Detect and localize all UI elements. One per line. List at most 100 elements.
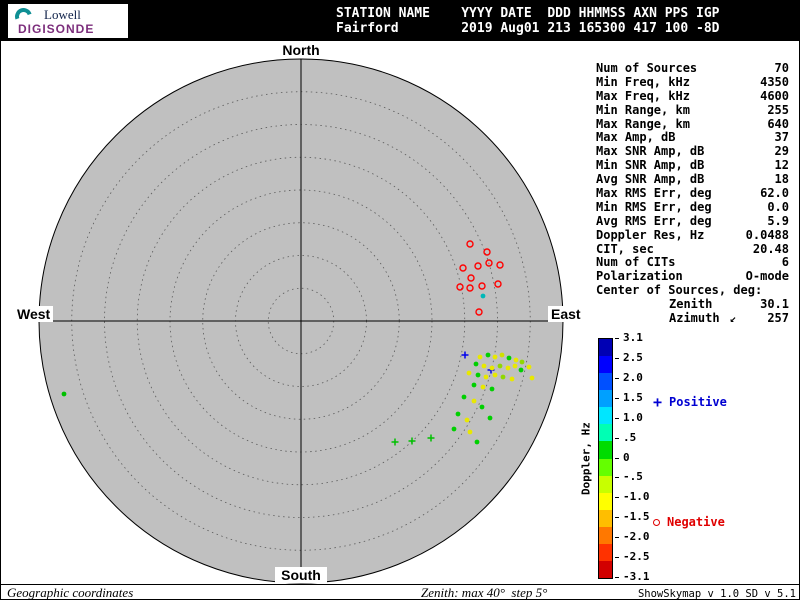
colorbar-tick: [615, 397, 619, 399]
colorbar-ticks: 3.1 2.5 2.0 1.5 1.0 .5 0 -.5 -1.0 -1.5 -2.0 -2.5 -3.…: [613, 332, 683, 583]
source-ring: [466, 240, 474, 248]
stat-value: 0.0488: [745, 227, 789, 242]
source-dot: [529, 375, 535, 381]
logo-lowell-text: Lowell: [44, 7, 81, 22]
legend-negative: Negative: [653, 515, 725, 529]
stat-label: Min RMS Err, deg: [596, 199, 712, 214]
source-dot: [489, 365, 495, 371]
stat-row: Min Range, km 255: [596, 102, 789, 118]
stat-value: 255: [767, 102, 789, 117]
stat-value: 640: [767, 116, 789, 131]
source-dot: [474, 439, 480, 445]
coordinates-mode-label: Geographic coordinates: [7, 585, 134, 600]
stat-label: Num of CITs: [596, 255, 676, 270]
legend-negative-label: Negative: [667, 515, 725, 529]
source-dot: [480, 293, 486, 299]
source-dot: [487, 415, 493, 421]
colorbar-tick: [615, 437, 619, 439]
stat-row: Num of CITs 6: [596, 256, 789, 270]
compass-north-label: North: [282, 42, 320, 58]
stat-label: Num of Sources: [596, 61, 698, 75]
colorbar-tick-label: -.5: [623, 470, 643, 484]
stat-row: Doppler Res, Hz 0.0488: [596, 227, 789, 243]
source-dot: [492, 372, 498, 378]
colorbar-tick-label: 2.0: [623, 370, 643, 384]
colorbar-segment: [599, 492, 612, 510]
source-dot: [471, 382, 477, 388]
source-ring: [483, 248, 491, 256]
source-dot: [475, 372, 481, 378]
compass-west-label: West: [14, 306, 54, 322]
stat-row: Avg RMS Err, deg 5.9: [596, 213, 789, 229]
source-dot: [518, 367, 524, 373]
stat-value: 70: [774, 61, 789, 75]
colorbar-segment: [599, 475, 612, 493]
stat-value: 6: [781, 255, 789, 270]
stat-label: Max SNR Amp, dB: [596, 144, 705, 159]
positive-marker-icon: +: [653, 393, 663, 411]
header-station-values: Fairford 2019 Aug01 213 165300 417 100 -…: [336, 21, 720, 36]
colorbar-tick: [615, 477, 619, 479]
stat-value: 4600: [760, 88, 789, 103]
stat-label: Avg SNR Amp, dB: [596, 172, 705, 187]
source-dot: [455, 411, 461, 417]
stat-row: Polarization O-mode: [596, 269, 789, 284]
colorbar-segment: [599, 441, 612, 459]
compass-east-label: East: [548, 306, 584, 322]
stat-value: 5.9: [767, 213, 789, 228]
colorbar-tick-label: 3.1: [623, 331, 643, 344]
source-dot: [483, 374, 489, 380]
zenith-range-label: Zenith: max 40° step 5°: [421, 585, 548, 600]
source-dot: [505, 365, 511, 371]
source-dot: [497, 363, 503, 369]
stat-label: Min Freq, kHz: [596, 74, 690, 89]
source-ring: [494, 280, 502, 288]
colorbar-segment: [599, 356, 612, 374]
stat-row: Max SNR Amp, dB 29: [596, 144, 789, 159]
stat-value: 12: [774, 158, 789, 173]
source-dot: [509, 376, 515, 382]
stat-row: Num of Sources 70: [596, 61, 789, 76]
header-column-titles: STATION NAME YYYY DATE DDD HHMMSS AXN PP…: [336, 6, 720, 21]
colorbar-tick-label: -3.1: [623, 570, 650, 583]
source-dot: [499, 352, 505, 358]
colorbar-tick: [615, 377, 619, 379]
source-dot: [464, 417, 470, 423]
stat-value: 4350: [760, 74, 789, 89]
colorbar-tick-label: .5: [623, 430, 637, 444]
stat-value: 30.1: [760, 297, 789, 312]
logo-digisonde-text: DIGISONDE: [18, 22, 95, 36]
stat-label: Azimuth: [669, 311, 720, 326]
colorbar-tick: [615, 338, 619, 339]
stat-label: CIT, sec: [596, 241, 654, 256]
colorbar-segment: [599, 509, 612, 527]
colorbar-tick-label: -1.0: [623, 490, 650, 504]
footer-bar: Geographic coordinates Zenith: max 40° s…: [1, 584, 799, 600]
source-dot: [512, 363, 518, 369]
colorbar-tick-label: 2.5: [623, 350, 643, 364]
stat-value: 29: [774, 144, 789, 159]
azimuth-direction-icon: ↙: [729, 312, 737, 326]
colorbar: 3.1 2.5 2.0 1.5 1.0 .5 0 -.5 -1.0 -1.5 -2.0 -2.5 -3.…: [598, 332, 788, 583]
stat-value: O-mode: [745, 269, 789, 284]
source-dot: [461, 394, 467, 400]
source-dot: [477, 354, 483, 360]
stat-row: Min Freq, kHz 4350: [596, 74, 789, 90]
stat-row: Zenith 30.1: [596, 297, 789, 312]
stat-label: Max Range, km: [596, 116, 690, 131]
source-dot: [500, 374, 506, 380]
stat-row: Max Range, km 640: [596, 116, 789, 132]
stat-label: Max RMS Err, deg: [596, 186, 712, 201]
colorbar-tick: [615, 457, 619, 459]
stat-value: 20.48: [752, 241, 789, 256]
stat-row: Max Freq, kHz 4600: [596, 88, 789, 104]
source-dot: [479, 404, 485, 410]
stat-label: Min Range, km: [596, 102, 690, 117]
source-dot: [492, 354, 498, 360]
stat-label: Avg RMS Err, deg: [596, 213, 712, 228]
source-dot: [513, 357, 519, 363]
colorbar-segment: [599, 424, 612, 442]
colorbar-tick: [615, 517, 619, 519]
colorbar-tick-label: 1.0: [623, 410, 643, 424]
